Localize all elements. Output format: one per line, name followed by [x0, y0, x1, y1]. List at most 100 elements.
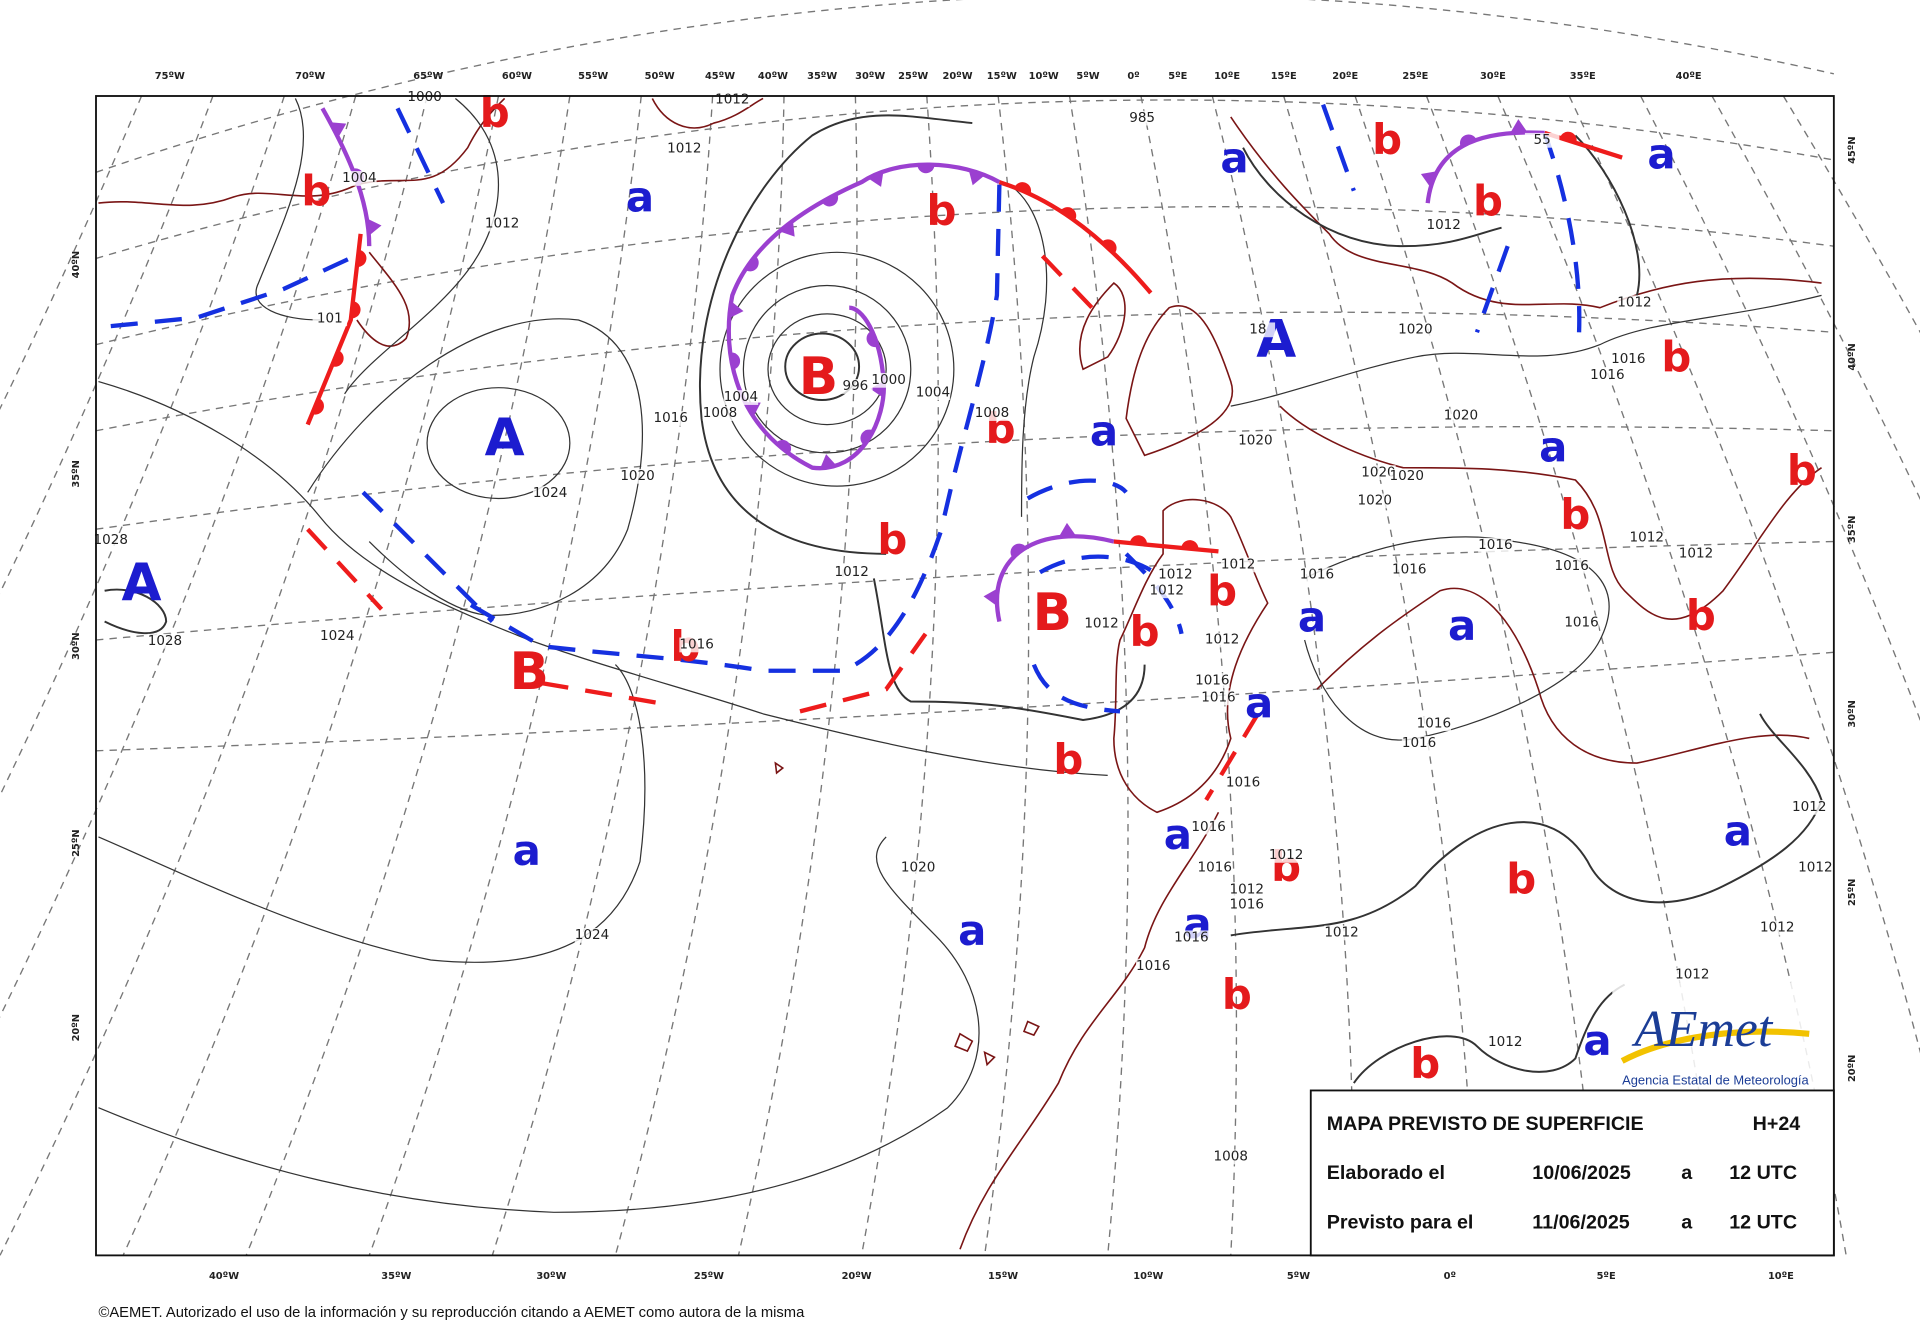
front-symbol — [1014, 182, 1032, 195]
relative-high: a — [1298, 592, 1326, 641]
isobar-label-bg — [1204, 632, 1240, 648]
lon-label: 50ºW — [645, 71, 675, 82]
isobar-label: 1016 — [1136, 958, 1170, 974]
isobar — [872, 578, 1146, 721]
isobar — [1230, 294, 1822, 407]
isobar-label: 1016 — [1417, 715, 1451, 731]
lat-label: 35ºN — [1847, 516, 1858, 543]
parallel — [95, 311, 1834, 432]
relative-low: b — [877, 515, 907, 564]
relative-high: a — [958, 906, 986, 955]
front-line — [799, 632, 928, 714]
isobar-label: 1020 — [1390, 468, 1424, 484]
isobar — [104, 588, 168, 635]
isobar-label-bg — [1524, 132, 1560, 148]
front-symbol — [1459, 134, 1477, 147]
isobar-label-bg — [1238, 433, 1273, 448]
isobar-label-bg — [1124, 110, 1160, 126]
high-center: A — [1256, 310, 1296, 370]
isobar-label: 1004 — [342, 170, 376, 186]
front-symbol — [1101, 239, 1117, 254]
isobar-label-bg — [1324, 925, 1359, 941]
logo-swoosh — [1620, 1028, 1810, 1064]
front-line — [306, 527, 384, 611]
lon-label: 25ºE — [1402, 71, 1428, 82]
front-symbol — [729, 301, 744, 319]
lon-label: 70ºW — [295, 71, 325, 82]
isobar — [719, 251, 955, 487]
front-symbol — [331, 350, 344, 367]
isobar-label: 1016 — [679, 637, 713, 653]
isobar-label: 18 — [1249, 322, 1266, 338]
isobar-label-bg — [679, 637, 714, 653]
isobar-label-bg — [1564, 615, 1599, 631]
lon-label: 65ºW — [413, 71, 443, 82]
coast-greenland — [651, 97, 764, 129]
lat-label: 25ºN — [1847, 879, 1858, 906]
front-line — [361, 490, 494, 624]
front-line — [1204, 712, 1260, 802]
lon-label: 5ºW — [1287, 1271, 1310, 1282]
meridian — [737, 95, 858, 1256]
issued-time: 12 UTC — [1729, 1162, 1797, 1184]
valid-date: 11/06/2025 — [1532, 1211, 1629, 1233]
isobar-label: 1012 — [1205, 632, 1239, 648]
lon-label: 10ºE — [1768, 1271, 1794, 1282]
forecast-step: H+24 — [1753, 1113, 1801, 1135]
lon-label: 15ºE — [1271, 71, 1297, 82]
isobar — [426, 387, 571, 500]
info-frame — [1309, 1089, 1835, 1257]
relative-low: b — [1053, 735, 1083, 784]
lon-label: 25ºW — [898, 71, 928, 82]
isobar-label: 1024 — [320, 628, 354, 644]
isobar-label: 985 — [1129, 110, 1155, 126]
meridian — [860, 95, 939, 1256]
parallel — [95, 651, 1834, 752]
front-line — [466, 184, 1002, 673]
isobar-label: 1020 — [1398, 322, 1432, 338]
isobar-label: 1012 — [1617, 294, 1651, 310]
isobar-label: 1020 — [1361, 464, 1395, 480]
isobar-label: 1024 — [533, 485, 567, 501]
lon-label: 45ºW — [705, 71, 735, 82]
relative-low: b — [1560, 490, 1590, 539]
map-title: MAPA PREVISTO DE SUPERFICIE — [1327, 1113, 1644, 1135]
map-area: AAABBBaaaaaaaaaaaaaabbbbbbbbbbbbbbbbbbb … — [0, 0, 1920, 1256]
lon-label: 40ºW — [209, 1271, 239, 1282]
lon-label: 55ºW — [578, 71, 608, 82]
lon-label: 5ºE — [1597, 1271, 1616, 1282]
isobar-label-bg — [342, 171, 377, 186]
isobar-label-bg — [484, 216, 520, 232]
valid-time: 12 UTC — [1729, 1211, 1797, 1233]
lon-label: 5ºW — [1076, 71, 1099, 82]
relative-low: b — [1506, 855, 1536, 904]
low-center: B — [799, 347, 838, 407]
isobar-label-bg — [1798, 860, 1833, 876]
isobar-label-bg — [93, 532, 128, 548]
relative-high: a — [1448, 601, 1476, 650]
coast-british-isles — [1078, 282, 1234, 457]
isobar-label: 1012 — [1158, 566, 1192, 582]
isobar-label: 101 — [317, 310, 343, 326]
front-symbol — [1060, 207, 1077, 221]
lon-label: 30ºW — [536, 1271, 566, 1282]
lat-label: 35ºN — [71, 460, 82, 487]
isobar-label-bg — [1084, 616, 1119, 632]
isobar — [1304, 536, 1610, 741]
coast-africa — [959, 811, 1220, 1250]
lon-label: 0º — [1444, 1271, 1456, 1282]
isobar-label: 1012 — [1426, 217, 1460, 233]
lon-label: 40ºE — [1676, 71, 1702, 82]
front-line — [541, 680, 665, 707]
isobar-label-bg — [1229, 882, 1264, 898]
isobar-label-bg — [320, 628, 355, 644]
coast-nova-scotia — [356, 251, 411, 347]
lon-label: 40ºW — [758, 71, 788, 82]
isobar-label: 1016 — [1201, 690, 1235, 706]
isobar-label-bg — [1299, 567, 1335, 583]
isobar-label-bg — [1617, 295, 1652, 311]
front-line — [1321, 103, 1356, 192]
isobar-label-bg — [1416, 716, 1452, 732]
lat-label: 30ºN — [71, 632, 82, 659]
